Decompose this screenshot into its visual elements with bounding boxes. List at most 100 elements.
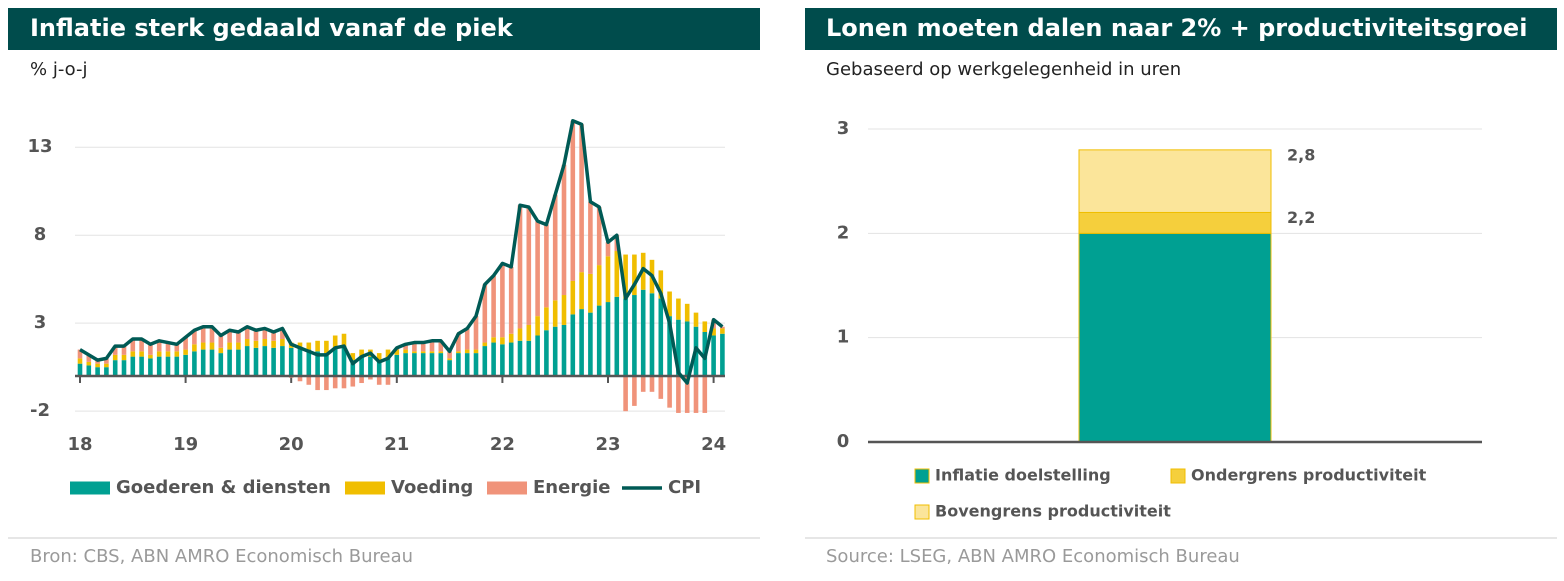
bar	[288, 347, 294, 376]
legend-label: Ondergrens productiviteit	[1191, 466, 1427, 485]
bar	[702, 375, 708, 413]
bar	[508, 342, 514, 376]
legend-label: Voeding	[391, 477, 473, 498]
legend-swatch	[345, 481, 385, 495]
bar	[464, 328, 470, 350]
bar	[121, 360, 127, 376]
bar	[359, 349, 364, 357]
bar	[359, 356, 364, 376]
bar	[359, 375, 364, 384]
bar	[192, 351, 197, 376]
x-tick-label: 21	[384, 434, 409, 455]
bar	[156, 340, 162, 352]
bar	[297, 342, 303, 348]
legend-label: Goederen & diensten	[116, 477, 331, 498]
y-tick-label: 3	[34, 312, 47, 333]
bar	[403, 353, 408, 376]
bar	[183, 349, 188, 355]
bar	[473, 349, 479, 354]
bar	[174, 351, 180, 357]
bar	[139, 356, 144, 376]
bar	[112, 354, 118, 361]
legend-label: Inflatie doelstelling	[935, 466, 1111, 485]
bar	[517, 205, 523, 329]
bar	[324, 375, 329, 391]
bar	[667, 316, 672, 376]
bar	[104, 363, 109, 368]
bar	[262, 339, 268, 347]
bar	[438, 351, 444, 354]
bar	[165, 342, 171, 352]
bar	[579, 309, 584, 376]
bar	[429, 353, 435, 376]
bar	[112, 346, 118, 355]
legend-swatch	[914, 504, 930, 520]
bar	[376, 353, 382, 361]
bar	[130, 339, 136, 352]
bar	[262, 346, 268, 376]
bar	[684, 375, 690, 413]
bar	[200, 326, 206, 343]
bar	[711, 328, 716, 336]
bar	[130, 351, 136, 357]
bar	[297, 347, 303, 376]
bar	[632, 254, 637, 296]
bar	[174, 344, 180, 352]
bar	[456, 353, 461, 376]
bar	[156, 351, 162, 357]
bar	[200, 342, 206, 350]
bar	[183, 354, 188, 376]
bar	[341, 375, 347, 389]
bar	[297, 375, 303, 382]
bar	[368, 375, 373, 380]
legend-label: CPI	[668, 477, 701, 498]
bar	[218, 347, 224, 354]
source: Source: LSEG, ABN AMRO Economisch Bureau	[826, 546, 1240, 567]
bar	[1078, 232, 1272, 443]
bar	[667, 291, 672, 317]
bar	[588, 273, 593, 313]
legend-swatch	[70, 481, 110, 495]
bar	[535, 316, 540, 336]
bar	[394, 349, 400, 355]
bar	[227, 330, 232, 343]
bar	[552, 194, 558, 301]
bar	[579, 272, 584, 310]
bar	[702, 321, 708, 332]
bar	[86, 354, 92, 362]
bar	[262, 328, 268, 340]
bar	[306, 375, 312, 385]
bar	[684, 321, 690, 376]
bar	[579, 124, 584, 273]
cpi-line	[79, 119, 724, 385]
bar	[350, 360, 356, 376]
x-tick-label: 20	[279, 434, 304, 455]
chart-subtitle: Gebaseerd op werkgelegenheid in uren	[826, 59, 1181, 80]
y-tick-label: 1	[837, 327, 850, 348]
legend-swatch	[487, 481, 527, 495]
bar	[86, 365, 92, 376]
bar	[1078, 211, 1272, 234]
bar	[491, 342, 496, 376]
bar	[376, 375, 382, 385]
bar	[649, 293, 655, 376]
bar	[605, 256, 611, 303]
chart-subtitle: % j-o-j	[30, 59, 88, 80]
bar	[244, 326, 250, 340]
bar	[614, 296, 620, 376]
bar	[121, 354, 127, 361]
bar	[640, 289, 646, 376]
bar	[473, 316, 479, 350]
bar	[324, 353, 329, 376]
bar	[588, 201, 593, 274]
bar	[148, 344, 153, 355]
bar	[385, 358, 391, 376]
bar	[596, 265, 602, 306]
bar	[720, 333, 725, 376]
bar	[438, 353, 444, 376]
legend-swatch	[1170, 468, 1186, 484]
bar	[676, 319, 681, 376]
bar	[508, 333, 514, 343]
legend-label: Bovengrens productiviteit	[935, 502, 1171, 521]
